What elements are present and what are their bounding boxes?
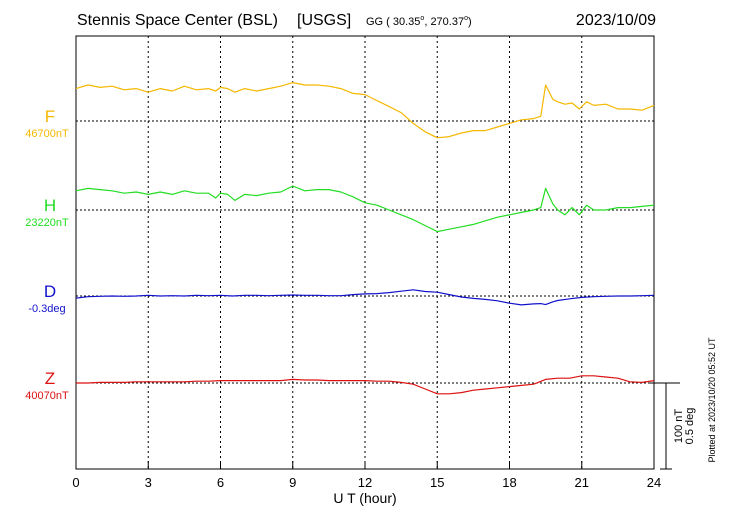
series-line-h <box>75 185 655 233</box>
scale-bar-label-1: 100 nT <box>673 409 685 444</box>
series-name-f: F <box>45 107 55 126</box>
series-lines <box>75 81 655 395</box>
series-line-z <box>76 375 655 395</box>
coords-mid: , 270.37 <box>424 16 464 28</box>
x-tick-label: 12 <box>358 475 372 490</box>
series-line-f <box>75 81 655 139</box>
plot-date: 2023/10/09 <box>576 12 656 29</box>
x-tick-label: 0 <box>72 475 79 490</box>
station-title: Stennis Space Center (BSL) <box>77 12 278 29</box>
x-tick-label: 15 <box>430 475 444 490</box>
coords-suffix: ) <box>468 16 472 28</box>
x-tick-label: 3 <box>145 475 152 490</box>
coords-prefix: GG ( 30.35 <box>366 16 420 28</box>
series-name-z: Z <box>45 369 55 388</box>
grid <box>147 36 583 469</box>
x-axis-label: U T (hour) <box>333 490 396 506</box>
x-axis-tick-labels: 0 3 6 9 12 15 18 21 24 <box>72 475 661 490</box>
series-baseline-value-d: -0.3deg <box>28 303 65 315</box>
x-tick-label: 18 <box>502 475 516 490</box>
x-tick-label: 9 <box>289 475 296 490</box>
x-tick-label: 21 <box>575 475 589 490</box>
series-name-h: H <box>44 196 56 215</box>
x-axis-ticks <box>75 461 655 469</box>
series-line-d <box>75 289 655 306</box>
series-labels: F 46700nT H 23220nT D -0.3deg Z 40070nT <box>25 107 69 402</box>
x-tick-label: 6 <box>217 475 224 490</box>
series-baseline-value-z: 40070nT <box>25 390 69 402</box>
coordinates-label: GG ( 30.35o, 270.37o) <box>366 15 472 28</box>
network-label: [USGS] <box>297 12 351 29</box>
series-name-d: D <box>44 282 56 301</box>
series-baseline-value-f: 46700nT <box>25 128 69 140</box>
scale-bar-label-2: 0.5 deg <box>684 408 696 445</box>
plotted-at: Plotted at 2023/10/20 05:52 UT <box>707 337 717 463</box>
x-tick-label: 24 <box>647 475 661 490</box>
series-baseline-value-h: 23220nT <box>25 217 69 229</box>
scale-bar: 100 nT 0.5 deg <box>650 382 696 470</box>
